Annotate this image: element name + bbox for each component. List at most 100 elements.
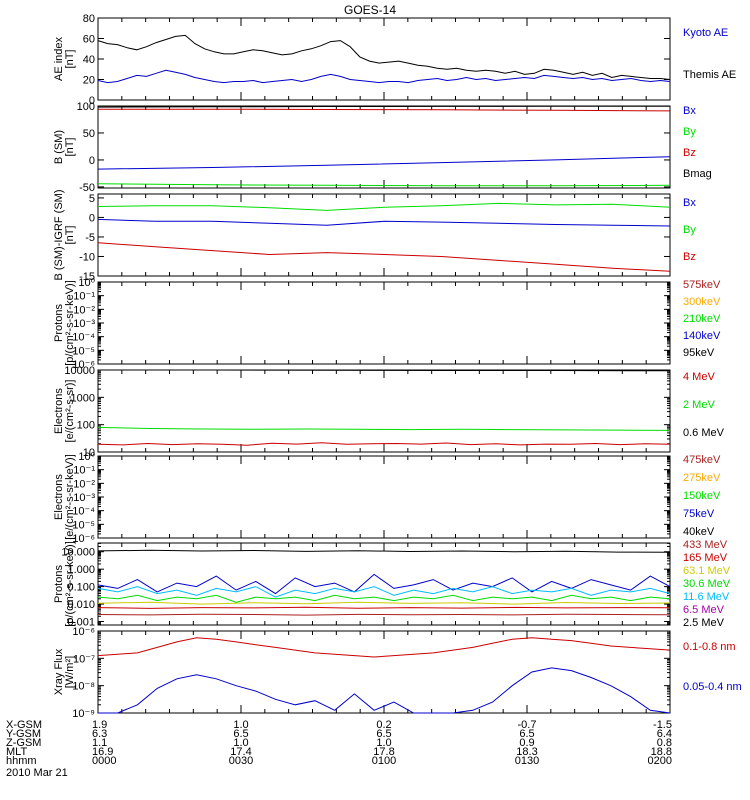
y-tick-label: 0.010 bbox=[67, 599, 95, 611]
series-line-0 bbox=[97, 34, 671, 80]
legend-label: 75keV bbox=[683, 508, 715, 520]
y-tick-label: 10⁻² bbox=[73, 478, 95, 490]
y-tick-label: 10⁰ bbox=[78, 451, 95, 463]
x-axis-value: -0.7 bbox=[518, 719, 537, 731]
x-axis-value: 17.4 bbox=[230, 746, 251, 758]
y-tick-label: 10⁻⁹ bbox=[72, 708, 95, 720]
y-tick-label: 10⁻¹ bbox=[73, 465, 95, 477]
x-axis-value: 0.8 bbox=[657, 737, 672, 749]
panel-frame bbox=[97, 369, 671, 453]
legend-label: 165 MeV bbox=[683, 552, 728, 564]
panel-ae: 0 20 40 60 80 AE index [nT] Kyoto AE Themis AE bbox=[53, 13, 736, 107]
x-axis-value: 6.4 bbox=[657, 728, 672, 740]
x-axis-value: 0.2 bbox=[376, 719, 391, 731]
legend-label: 475keV bbox=[683, 454, 721, 466]
x-axis-value: 0100 bbox=[372, 755, 396, 767]
y-axis-label: [p/(cm²-s-sr-keV)] bbox=[64, 541, 76, 627]
x-axis-value: 6.3 bbox=[92, 728, 107, 740]
y-axis-label: [nT] bbox=[64, 226, 76, 245]
y-tick-label: 10⁻⁵ bbox=[72, 519, 95, 531]
y-tick-label: -15 bbox=[79, 271, 95, 283]
y-tick-label: 10⁻¹ bbox=[73, 291, 95, 303]
x-axis-value: 18.8 bbox=[651, 746, 672, 758]
y-tick-label: 100 bbox=[77, 420, 95, 432]
series-line-2 bbox=[97, 156, 671, 170]
series-line-1 bbox=[97, 573, 671, 595]
y-axis-label: [p/(cm²-s-sr-keV)] bbox=[64, 280, 76, 366]
legend-label: Kyoto AE bbox=[683, 27, 728, 39]
y-tick-label: -5 bbox=[85, 232, 95, 244]
x-axis-value: 16.9 bbox=[92, 746, 113, 758]
y-tick-label: 10 bbox=[83, 447, 95, 459]
series-line-0 bbox=[97, 637, 671, 658]
panel-frame bbox=[97, 281, 671, 365]
y-axis-label: [e/(cm²-s-sr)] bbox=[64, 380, 76, 443]
legend-label: 210keV bbox=[683, 313, 721, 325]
series-line-1 bbox=[97, 426, 671, 431]
legend-label: 575keV bbox=[683, 279, 721, 291]
panel-xray: 10⁻⁹ 10⁻⁸ 10⁻⁷ 10⁻⁶ Xray Flux [W/m²] 0.1-0.8 n… bbox=[53, 626, 742, 720]
series-line-3 bbox=[97, 594, 671, 603]
x-axis-row-name: X-GSM bbox=[6, 719, 42, 731]
y-tick-label: 10⁻⁸ bbox=[72, 681, 95, 693]
series-line-5 bbox=[97, 606, 671, 609]
legend-label: Bz bbox=[683, 251, 696, 263]
y-axis-label: B (SM) bbox=[53, 130, 65, 164]
y-tick-label: 10⁻⁶ bbox=[72, 359, 95, 371]
series-line-4 bbox=[97, 601, 671, 605]
legend-label: Bx bbox=[683, 197, 696, 209]
panel-frame bbox=[97, 630, 671, 714]
y-axis-label: [W/m²] bbox=[64, 656, 76, 688]
legend-label: 0.1-0.8 nm bbox=[683, 641, 736, 653]
x-axis-value: 1.0 bbox=[233, 737, 248, 749]
x-axis-row-name: Y-GSM bbox=[6, 728, 41, 740]
series-line-0 bbox=[98, 369, 671, 372]
legend-label: 150keV bbox=[683, 490, 721, 502]
y-axis-label: AE index bbox=[53, 36, 65, 81]
panel-bigrf: -15 -10 -5 0 5 B (SM)-IGRF (SM) [nT] Bx By Bz bbox=[53, 189, 696, 283]
x-axis-row-name: Z-GSM bbox=[6, 737, 41, 749]
y-tick-label: 10⁻⁷ bbox=[73, 653, 95, 665]
x-axis-value: 6.5 bbox=[376, 728, 391, 740]
y-tick-label: 10⁻⁴ bbox=[72, 506, 95, 518]
series-line-3 bbox=[97, 183, 671, 187]
legend-label: 4 MeV bbox=[683, 371, 715, 383]
y-tick-label: 20 bbox=[83, 75, 95, 87]
y-axis-label: Electrons bbox=[53, 388, 65, 434]
x-axis-value: 1.9 bbox=[92, 719, 107, 731]
legend-label: 433 MeV bbox=[683, 539, 728, 551]
x-axis-value: 1.1 bbox=[92, 737, 107, 749]
panel-protons1: 10⁻⁶ 10⁻⁵10⁻⁴ 10⁻³ 10⁻²10⁻¹ 10⁰ Protons [p/(cm… bbox=[53, 277, 721, 371]
legend-label: 2 MeV bbox=[683, 399, 715, 411]
y-axis-label: B (SM)-IGRF (SM) bbox=[53, 189, 65, 280]
legend-label: Bmag bbox=[683, 168, 712, 180]
y-tick-label: 1000 bbox=[71, 392, 95, 404]
chart-title: GOES-14 bbox=[344, 3, 396, 17]
legend-label: 30.6 MeV bbox=[683, 578, 731, 590]
x-axis-value: -1.5 bbox=[653, 719, 672, 731]
y-tick-label: 10⁻⁴ bbox=[72, 332, 95, 344]
y-axis-label: Protons bbox=[53, 565, 65, 603]
y-tick-label: 10⁻³ bbox=[73, 492, 95, 504]
y-tick-label: 50 bbox=[83, 128, 95, 140]
x-axis-value: 17.8 bbox=[373, 746, 394, 758]
y-tick-label: 0 bbox=[89, 95, 95, 107]
series-line-6 bbox=[97, 613, 671, 616]
y-axis-label: Xray Flux bbox=[53, 648, 65, 695]
panel-electrons2: 10⁻⁶ 10⁻⁵10⁻⁴ 10⁻³ 10⁻²10⁻¹ 10⁰ Electrons [e/(… bbox=[53, 451, 721, 545]
x-axis-value: 0200 bbox=[648, 755, 672, 767]
y-tick-label: 10⁻⁵ bbox=[72, 345, 95, 357]
series-line-0 bbox=[97, 202, 671, 211]
legend-label: 11.6 MeV bbox=[683, 591, 730, 603]
panel-frame bbox=[97, 17, 671, 101]
y-tick-label: 10⁻² bbox=[73, 304, 95, 316]
y-tick-label: 1.000 bbox=[67, 564, 95, 576]
y-tick-label: 10.000 bbox=[61, 547, 95, 559]
legend-label: Bx bbox=[683, 105, 696, 117]
panel-frame bbox=[97, 193, 671, 277]
y-tick-label: -50 bbox=[79, 182, 95, 194]
y-tick-label: 0 bbox=[89, 212, 95, 224]
legend-label: 40keV bbox=[683, 526, 715, 538]
